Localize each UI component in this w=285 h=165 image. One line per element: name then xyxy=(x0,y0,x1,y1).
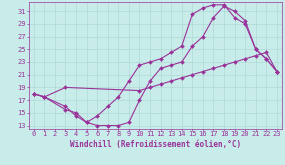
X-axis label: Windchill (Refroidissement éolien,°C): Windchill (Refroidissement éolien,°C) xyxy=(70,140,241,149)
